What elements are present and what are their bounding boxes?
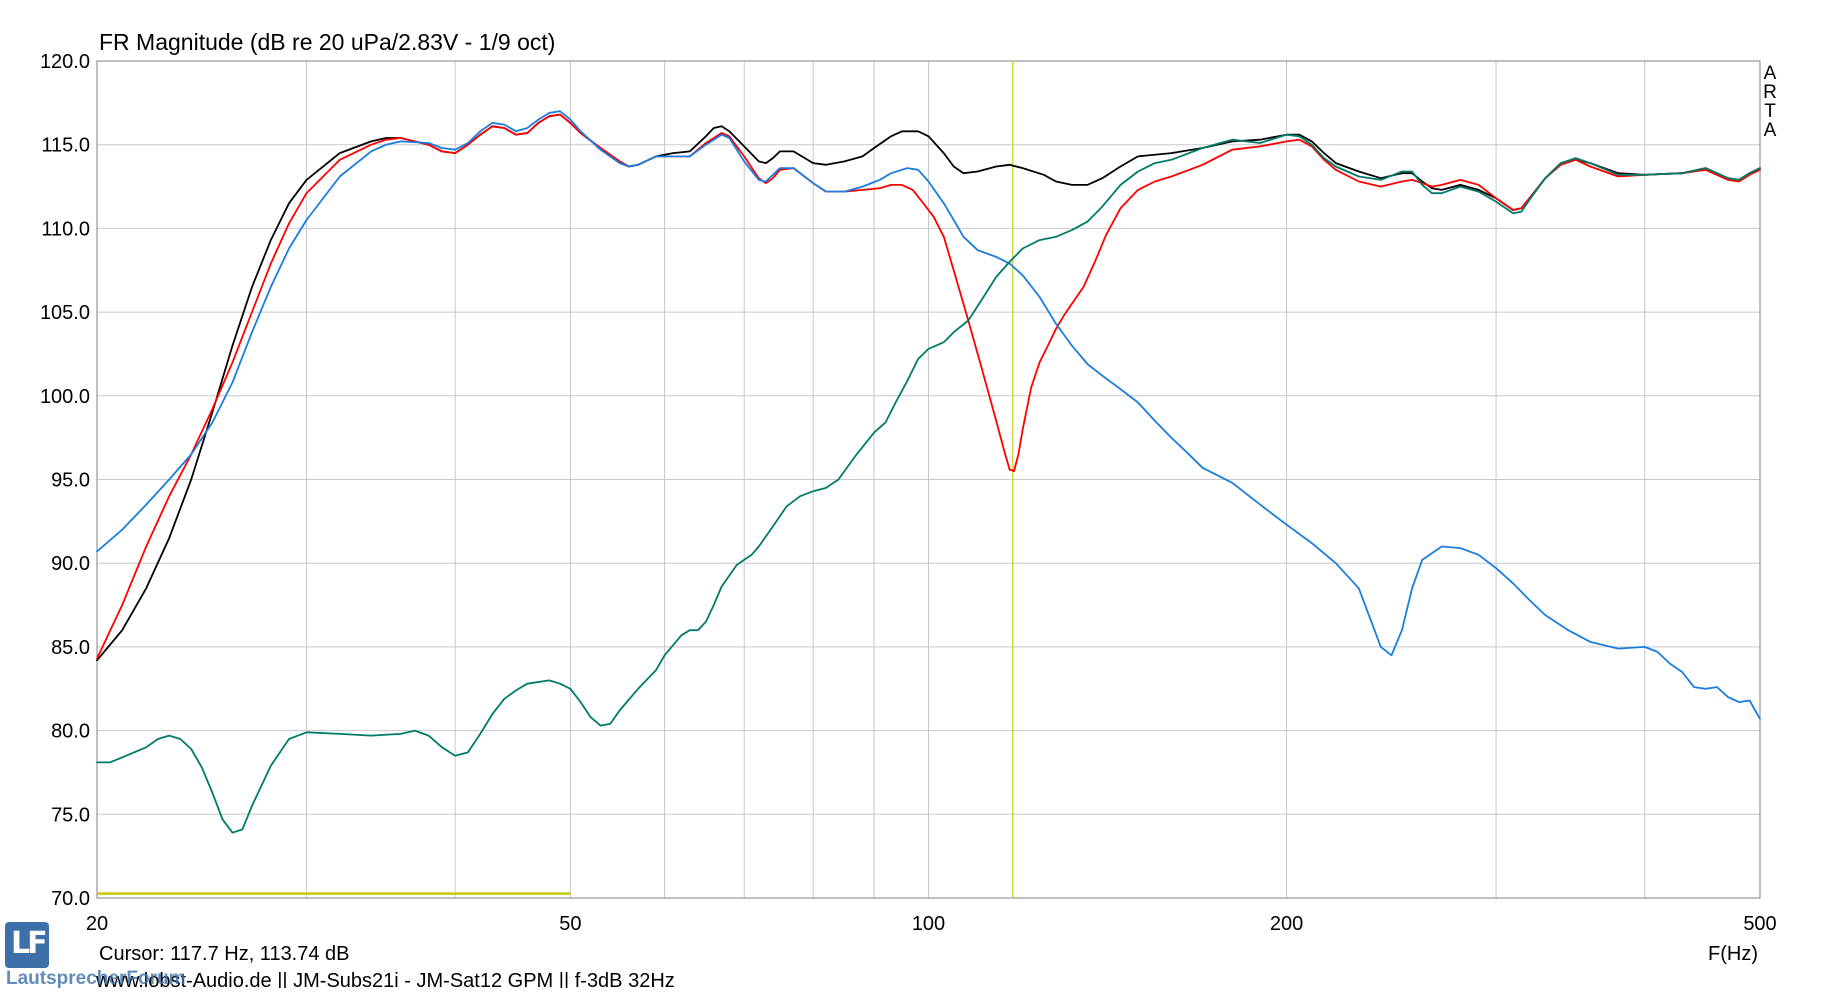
x-tick-label-500: 500 <box>1743 913 1776 935</box>
x-tick-label-20: 20 <box>86 913 108 935</box>
y-tick-label-80: 80.0 <box>51 721 90 743</box>
y-tick-label-85: 85.0 <box>51 637 90 659</box>
side-label-letter-1: A <box>1764 63 1777 84</box>
y-tick-label-105: 105.0 <box>40 302 90 324</box>
y-tick-label-110: 110.0 <box>41 218 90 240</box>
series-line-3 <box>96 110 1761 720</box>
y-tick-labels: 70.0 75.0 80.0 85.0 90.0 95.0 100.0 105.0 110.0 1… <box>40 51 90 910</box>
side-label-letter-2: R <box>1763 82 1777 103</box>
x-tick-label-50: 50 <box>559 913 581 935</box>
series-line-4 <box>96 133 1761 834</box>
chart-title: FR Magnitude (dB re 20 uPa/2.83V - 1/9 o… <box>99 29 555 55</box>
y-tick-label-90: 90.0 <box>51 553 90 575</box>
y-tick-label-115: 115.0 <box>41 135 90 157</box>
cursor-readout: Cursor: 117.7 Hz, 113.74 dB <box>99 943 350 965</box>
y-tick-label-95: 95.0 <box>51 470 90 492</box>
side-label-letter-4: A <box>1764 120 1777 141</box>
series-line-2 <box>96 113 1761 660</box>
y-tick-label-70: 70.0 <box>51 888 90 910</box>
plot-frame <box>96 60 1761 899</box>
footer-text: www.lobst-Audio.de || JM-Subs21i - JM-Sa… <box>95 970 675 988</box>
grid-layer <box>96 60 1761 899</box>
series-layer <box>96 61 1761 898</box>
side-label-letter-3: T <box>1764 101 1776 122</box>
x-axis-label: F(Hz) <box>1708 943 1758 965</box>
x-tick-label-200: 200 <box>1270 913 1303 935</box>
logo-text: LautsprecherForum <box>6 968 185 988</box>
logo-badge-text: LF <box>11 926 48 961</box>
logo-badge: LF <box>5 922 49 968</box>
x-tick-label-100: 100 <box>912 913 945 935</box>
y-tick-label-75: 75.0 <box>51 804 90 826</box>
x-tick-labels: 20 50 100 200 500 <box>86 913 1777 935</box>
y-tick-label-100: 100.0 <box>40 386 90 408</box>
y-tick-label-120: 120.0 <box>40 51 90 73</box>
